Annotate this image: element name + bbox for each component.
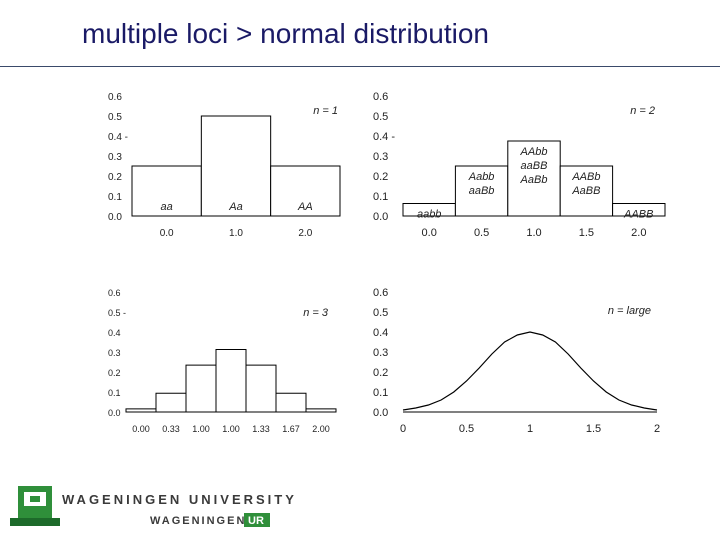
bar-genotype-label: Aabb [468,171,495,183]
y-tick-label: 0.0 [108,212,122,223]
bar-genotype-label: aaBb [469,185,495,197]
legend-label: n = 2 [630,105,655,117]
y-tick-label: 0.3 [108,348,121,358]
bar [155,392,187,413]
y-tick-label: 0.0 [108,408,121,418]
y-tick-label: 0.2 [108,172,122,183]
x-tick-label: 0 [400,423,406,435]
x-tick-label: 0.5 [459,423,474,435]
x-tick-label: 0.0 [422,227,437,239]
bar [270,165,341,217]
ur-badge [244,513,270,527]
bar [275,392,307,413]
bar [305,408,337,413]
title-divider [0,66,720,67]
y-tick-label: 0.6 [373,91,388,103]
y-tick-label: 0.0 [373,407,388,419]
y-tick-label: 0.6 [108,92,122,103]
x-tick-label: 1.33 [252,424,270,434]
bar-genotype-label: AABb [571,171,600,183]
chart-n2: 0.0 0.1 0.2 0.3 0.4 - 0.5 0.6 0.0 aabb 0.5 Aabb aaB… [373,91,666,239]
x-tick-label: 1.00 [192,424,210,434]
x-tick-label: 1.5 [586,423,601,435]
x-tick-label: 2.0 [298,228,312,239]
y-tick-label: 0.5 [373,307,388,319]
legend-label: n = 1 [313,105,338,117]
chart-n1: 0.0 0.1 0.2 0.3 0.4 - 0.5 0.6 0.0 aa 1.0 Aa 2.0 AA n … [108,92,341,239]
bar [185,364,217,413]
x-tick-label: 1.0 [526,227,541,239]
bar-genotype-label: AaBB [571,185,600,197]
footer: WAGENINGEN UNIVERSITY WAGENINGEN UR [0,468,720,540]
legend-label: n = large [608,305,651,317]
y-tick-label: 0.5 [373,111,388,123]
y-tick-label: 0.5 [108,112,122,123]
bar-genotype-label: AA [297,201,313,213]
y-tick-label: 0.5 - [108,308,126,318]
y-tick-label: 0.6 [108,288,121,298]
bar [245,364,277,413]
chart-n-large: 0.0 0.1 0.2 0.3 0.4 0.5 0.6 0 0.5 1 1.5 2 n = large [373,287,660,435]
bar [125,408,157,413]
x-tick-label: 0.5 [474,227,489,239]
bar-genotype-label: AAbb [520,146,548,158]
y-tick-label: 0.4 - [373,131,395,143]
y-tick-label: 0.2 [373,367,388,379]
bar-genotype-label: aabb [417,209,441,221]
bar [612,203,666,217]
slide-title: multiple loci > normal distribution [82,18,489,49]
bar-genotype-label: AABB [623,209,653,221]
bar [559,165,614,217]
bar [200,115,272,217]
x-tick-label: 2.0 [631,227,646,239]
x-tick-label: 0.33 [162,424,180,434]
x-tick-label: 2.00 [312,424,330,434]
y-tick-label: 0.4 [108,328,121,338]
y-tick-label: 0.1 [108,192,122,203]
distribution-curve [402,331,658,411]
y-tick-label: 0.1 [373,387,388,399]
bar [507,140,561,217]
y-tick-label: 0.3 [373,347,388,359]
y-tick-label: 0.4 [373,327,388,339]
bar-genotype-label: Aa [228,201,242,213]
x-tick-label: 1.67 [282,424,300,434]
x-tick-label: 1.00 [222,424,240,434]
x-tick-label: 0.00 [132,424,150,434]
org-name-line2: WAGENINGEN [150,515,246,527]
x-tick-label: 2 [654,423,660,435]
logo-emblem [10,486,60,526]
y-tick-label: 0.0 [373,211,388,223]
bar-genotype-label: aaBB [521,160,548,172]
bar [215,349,247,413]
ur-badge-label: UR [248,515,264,527]
university-logo: WAGENINGEN UNIVERSITY WAGENINGEN UR [10,486,297,527]
y-tick-label: 0.1 [373,191,388,203]
bar-genotype-label: AaBb [520,174,548,186]
x-tick-label: 1 [527,423,533,435]
y-tick-label: 0.3 [108,152,122,163]
x-tick-label: 1.5 [579,227,594,239]
y-tick-label: 0.1 [108,388,121,398]
x-tick-label: 0.0 [160,228,174,239]
bar-genotype-label: aa [161,201,173,213]
org-name-line1: WAGENINGEN UNIVERSITY [62,492,297,507]
y-tick-label: 0.2 [373,171,388,183]
chart-n3: 0.0 0.1 0.2 0.3 0.4 0.5 - 0.6 0.00 0.33 1.00 1.00 1… [108,288,337,434]
legend-label: n = 3 [303,307,329,319]
y-tick-label: 0.2 [108,368,121,378]
y-tick-label: 0.3 [373,151,388,163]
x-tick-label: 1.0 [229,228,243,239]
y-tick-label: 0.4 - [108,132,128,143]
y-tick-label: 0.6 [373,287,388,299]
